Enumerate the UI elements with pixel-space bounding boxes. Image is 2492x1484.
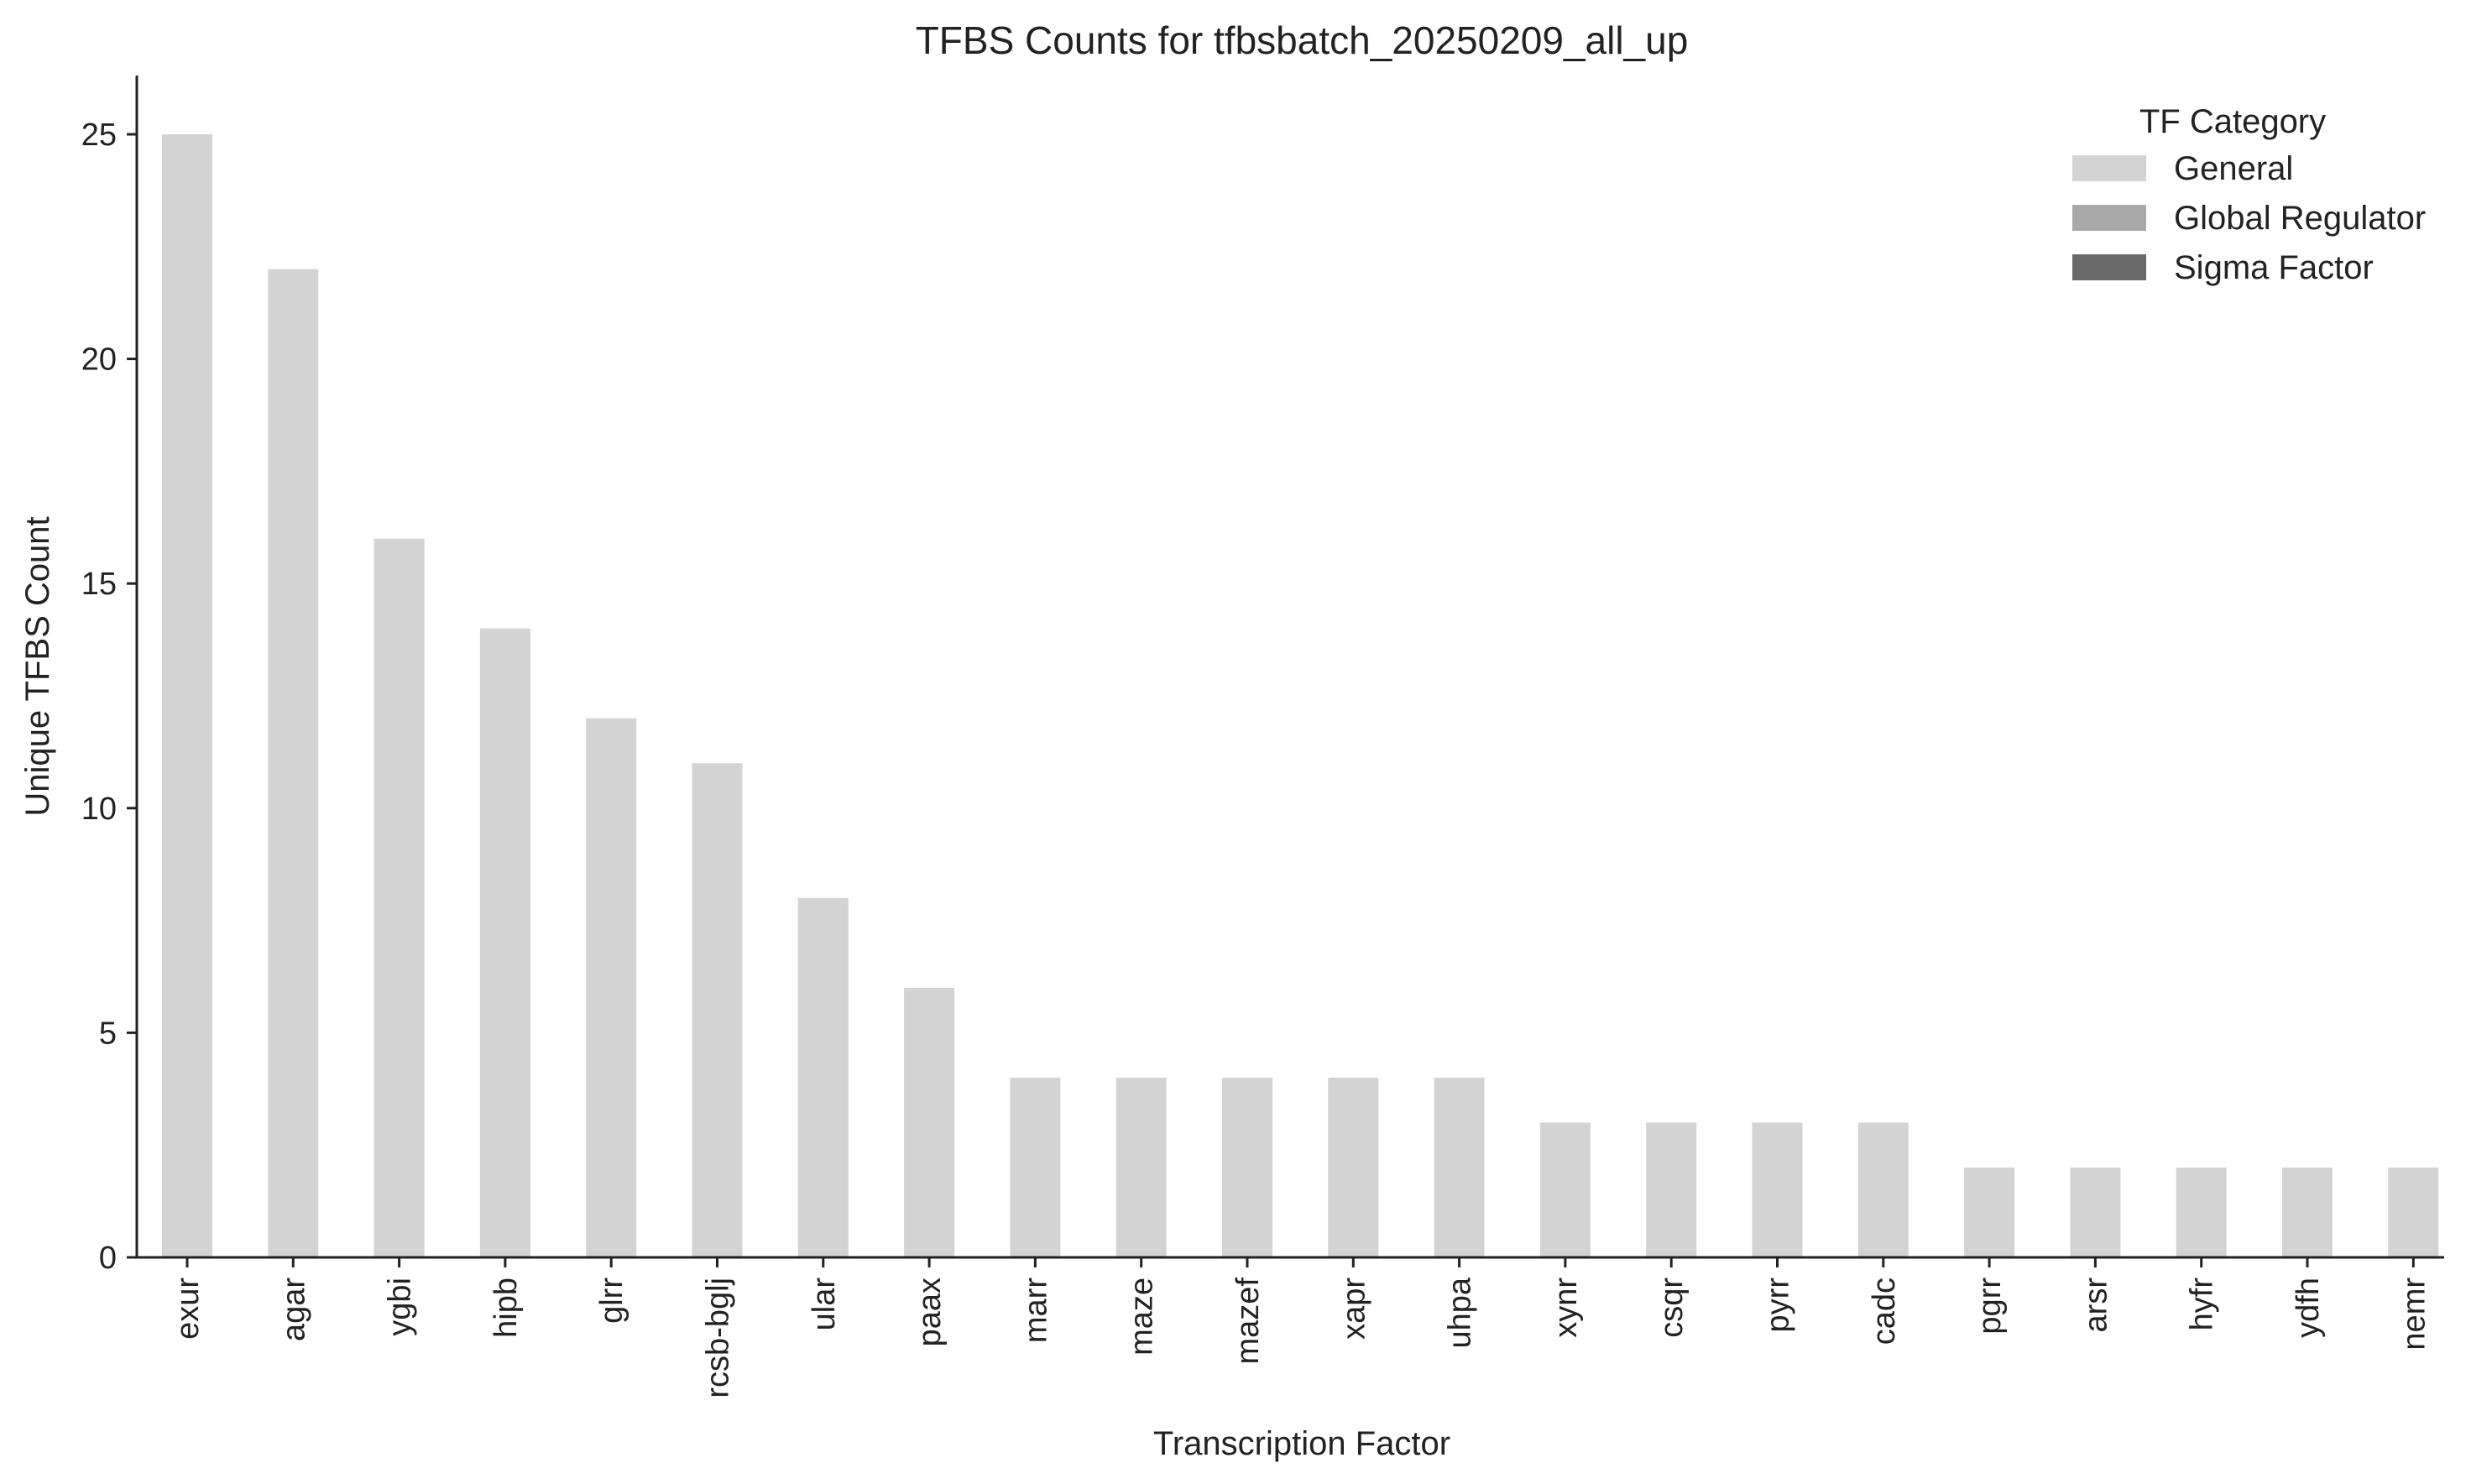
bars-group	[162, 134, 2439, 1258]
x-tick-label: hyfr	[2185, 1278, 2220, 1331]
y-tick-label: 10	[81, 792, 117, 827]
x-tick-label: ydfh	[2291, 1278, 2326, 1338]
bar-agar	[268, 269, 319, 1258]
x-tick-label: agar	[276, 1278, 311, 1341]
y-axis-label: Unique TFBS Count	[19, 516, 56, 816]
x-tick-label: marr	[1018, 1278, 1053, 1343]
bar-exur	[162, 134, 212, 1257]
x-tick-label: cadc	[1867, 1278, 1902, 1345]
x-tick-label: exur	[170, 1278, 206, 1340]
y-tick-label: 20	[81, 342, 117, 378]
bar-marr	[1010, 1077, 1061, 1257]
y-ticks-group: 0 5 10 15 20 25	[81, 118, 137, 1276]
x-tick-label: nemr	[2396, 1278, 2432, 1351]
x-tick-label: mazef	[1230, 1278, 1266, 1365]
bar-pyrr	[1752, 1122, 1803, 1257]
legend-swatch	[2072, 155, 2146, 181]
bar-ydfh	[2282, 1168, 2333, 1257]
x-tick-label: glrr	[594, 1278, 630, 1324]
x-tick-label: xapr	[1336, 1278, 1371, 1340]
bar-csqr	[1646, 1122, 1697, 1257]
y-tick-label: 15	[81, 567, 117, 602]
bar-glrr	[586, 718, 637, 1257]
bar-cadc	[1857, 1122, 1909, 1257]
bar-maze	[1115, 1077, 1167, 1257]
bar-ygbi	[374, 538, 425, 1257]
bar-pgrr	[1964, 1168, 2015, 1257]
bar-hipb	[479, 628, 530, 1257]
bar-nemr	[2388, 1168, 2439, 1257]
x-axis-label: Transcription Factor	[1153, 1425, 1450, 1462]
x-tick-label: paax	[912, 1278, 948, 1346]
x-tick-label: uhpa	[1443, 1277, 1478, 1348]
y-tick-label: 0	[99, 1241, 117, 1276]
x-tick-label: hipb	[488, 1278, 524, 1338]
y-tick-label: 5	[99, 1016, 117, 1051]
x-tick-label: ygbi	[383, 1278, 418, 1336]
bar-xynr	[1539, 1122, 1591, 1257]
x-tick-label: arsr	[2078, 1278, 2113, 1333]
bar-hyfr	[2176, 1168, 2227, 1257]
legend: TF Category General Global Regulator Sigma…	[2072, 103, 2426, 286]
x-tick-label: maze	[1125, 1278, 1160, 1356]
legend-swatch	[2072, 254, 2146, 280]
x-tick-label: ular	[807, 1278, 842, 1331]
x-tick-label: pyrr	[1761, 1278, 1796, 1333]
legend-item-label: Global Regulator	[2174, 200, 2426, 237]
x-tick-label: csqr	[1654, 1278, 1690, 1338]
chart-title: TFBS Counts for tfbsbatch_20250209_all_u…	[916, 18, 1689, 62]
x-ticks-group: exur agar ygbi hipb glrr rcsb-bglj ular paax mar…	[170, 1257, 2432, 1398]
legend-item-label: General	[2174, 150, 2293, 187]
legend-item-label: Sigma Factor	[2174, 249, 2374, 286]
bar-rcsb-bglj	[692, 763, 743, 1257]
x-tick-label: xynr	[1549, 1278, 1584, 1338]
bar-xapr	[1328, 1077, 1379, 1257]
bar-paax	[904, 987, 955, 1257]
legend-swatch	[2072, 205, 2146, 231]
x-tick-label: rcsb-bglj	[701, 1278, 736, 1398]
bar-arsr	[2070, 1168, 2121, 1257]
x-tick-label: pgrr	[1972, 1278, 2008, 1335]
bar-mazef	[1222, 1077, 1272, 1257]
y-tick-label: 25	[81, 118, 117, 153]
bar-ular	[797, 897, 849, 1257]
bar-uhpa	[1434, 1077, 1485, 1257]
legend-title: TF Category	[2139, 103, 2326, 140]
